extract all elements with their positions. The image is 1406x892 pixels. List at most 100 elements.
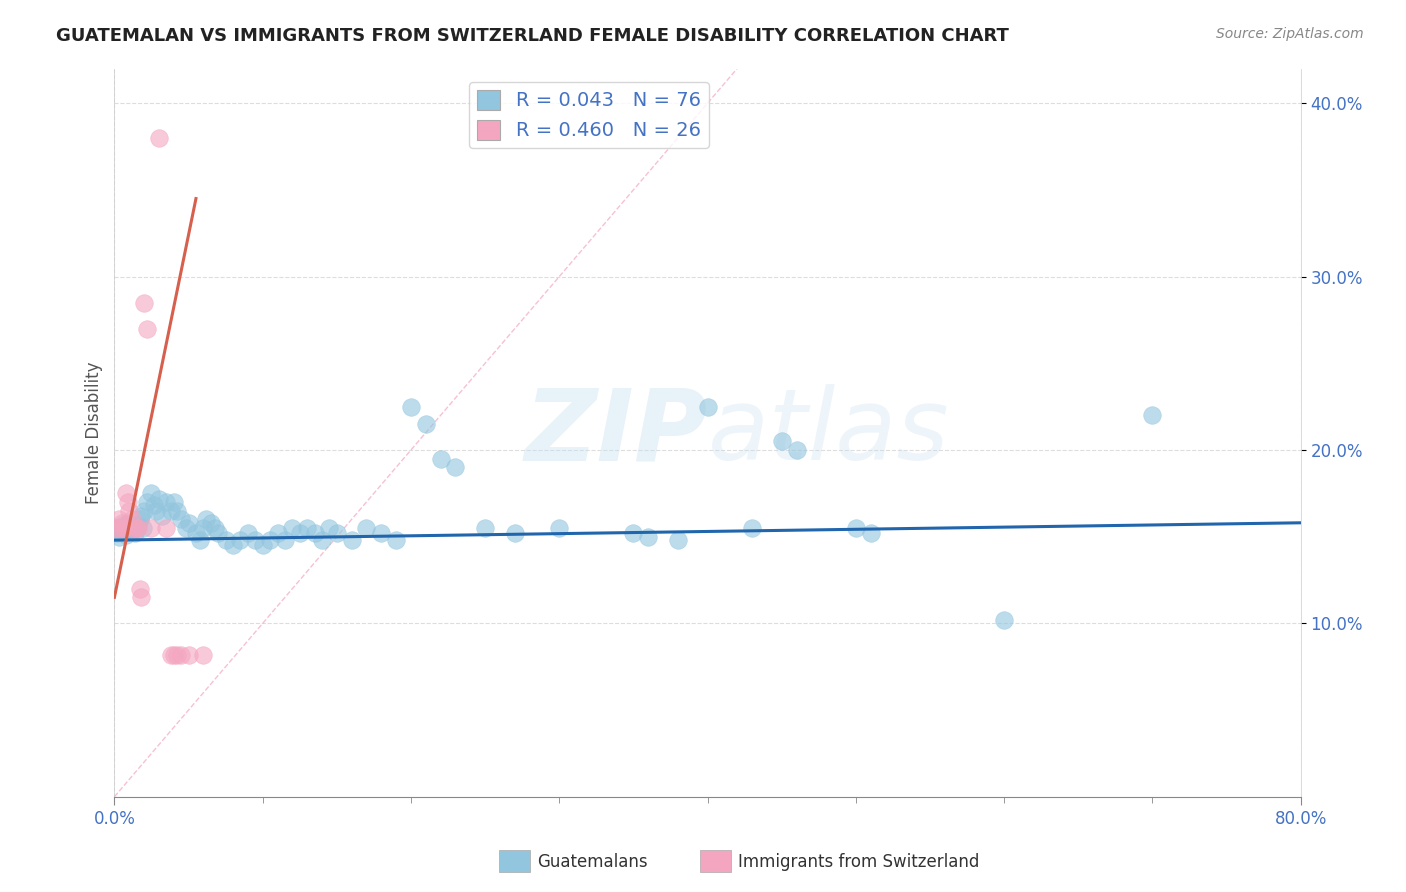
Point bbox=[1142, 409, 1164, 423]
Point bbox=[117, 495, 139, 509]
Point bbox=[150, 508, 173, 523]
Point bbox=[311, 533, 333, 548]
Point bbox=[503, 526, 526, 541]
Point bbox=[121, 524, 143, 539]
Point bbox=[174, 521, 197, 535]
Point bbox=[120, 521, 142, 535]
Point bbox=[128, 512, 150, 526]
Point bbox=[193, 521, 215, 535]
Point bbox=[399, 400, 422, 414]
Point bbox=[200, 516, 222, 530]
Point bbox=[136, 495, 159, 509]
Point bbox=[112, 521, 135, 535]
Point bbox=[159, 648, 181, 662]
Point bbox=[132, 295, 155, 310]
Point bbox=[163, 648, 186, 662]
Point bbox=[356, 521, 378, 535]
Point bbox=[666, 533, 689, 548]
Point bbox=[141, 521, 163, 535]
Point bbox=[127, 521, 149, 535]
Point bbox=[143, 499, 166, 513]
Point bbox=[170, 648, 193, 662]
Text: ZIP: ZIP bbox=[524, 384, 707, 481]
Point bbox=[770, 434, 793, 449]
Point bbox=[127, 517, 149, 532]
Point bbox=[122, 521, 145, 535]
Point bbox=[274, 533, 297, 548]
Point bbox=[204, 521, 226, 535]
Point bbox=[266, 526, 288, 541]
Point bbox=[340, 533, 363, 548]
Point bbox=[474, 521, 496, 535]
Point bbox=[222, 538, 245, 552]
Point bbox=[318, 521, 340, 535]
Text: Source: ZipAtlas.com: Source: ZipAtlas.com bbox=[1216, 27, 1364, 41]
Point bbox=[105, 521, 128, 535]
Point bbox=[125, 521, 148, 535]
Point bbox=[111, 521, 134, 535]
Point bbox=[415, 417, 437, 431]
Point bbox=[177, 648, 200, 662]
Point bbox=[125, 521, 148, 535]
Point bbox=[637, 530, 659, 544]
Point bbox=[193, 648, 215, 662]
Y-axis label: Female Disability: Female Disability bbox=[86, 361, 103, 504]
Point bbox=[236, 526, 259, 541]
Point bbox=[115, 486, 138, 500]
Point bbox=[110, 521, 132, 535]
Point bbox=[128, 582, 150, 596]
Point bbox=[129, 591, 152, 605]
Point bbox=[170, 512, 193, 526]
Point bbox=[281, 521, 304, 535]
Point bbox=[148, 131, 170, 145]
Point bbox=[184, 526, 207, 541]
Point bbox=[195, 512, 218, 526]
Point bbox=[326, 526, 349, 541]
Point bbox=[845, 521, 868, 535]
Point bbox=[110, 524, 132, 539]
Point bbox=[177, 516, 200, 530]
Point bbox=[114, 521, 136, 535]
Point bbox=[136, 321, 159, 335]
Point bbox=[121, 512, 143, 526]
Text: Guatemalans: Guatemalans bbox=[537, 853, 648, 871]
Point bbox=[111, 516, 134, 530]
Point bbox=[129, 508, 152, 523]
Point bbox=[115, 528, 138, 542]
Point bbox=[108, 530, 131, 544]
Point bbox=[117, 519, 139, 533]
Point bbox=[786, 442, 808, 457]
Point bbox=[163, 495, 186, 509]
Point bbox=[288, 526, 311, 541]
Point bbox=[105, 526, 128, 541]
Point bbox=[108, 512, 131, 526]
Point bbox=[214, 533, 236, 548]
Point bbox=[155, 495, 177, 509]
Point bbox=[124, 526, 146, 541]
Text: atlas: atlas bbox=[707, 384, 949, 481]
Point bbox=[548, 521, 571, 535]
Point bbox=[444, 460, 467, 475]
Point bbox=[155, 521, 177, 535]
Point bbox=[190, 533, 212, 548]
Text: Immigrants from Switzerland: Immigrants from Switzerland bbox=[738, 853, 980, 871]
Legend: R = 0.043   N = 76, R = 0.460   N = 26: R = 0.043 N = 76, R = 0.460 N = 26 bbox=[470, 82, 709, 148]
Point bbox=[621, 526, 644, 541]
Point bbox=[385, 533, 408, 548]
Point bbox=[304, 526, 326, 541]
Point bbox=[148, 491, 170, 506]
Point bbox=[104, 521, 127, 535]
Point bbox=[122, 519, 145, 533]
Point bbox=[429, 451, 451, 466]
Point bbox=[118, 503, 141, 517]
Point bbox=[245, 533, 267, 548]
Point bbox=[295, 521, 318, 535]
Point bbox=[159, 503, 181, 517]
Point bbox=[141, 486, 163, 500]
Point bbox=[696, 400, 718, 414]
Point bbox=[145, 503, 167, 517]
Point bbox=[166, 503, 188, 517]
Point bbox=[118, 516, 141, 530]
Point bbox=[859, 526, 882, 541]
Point bbox=[259, 533, 281, 548]
